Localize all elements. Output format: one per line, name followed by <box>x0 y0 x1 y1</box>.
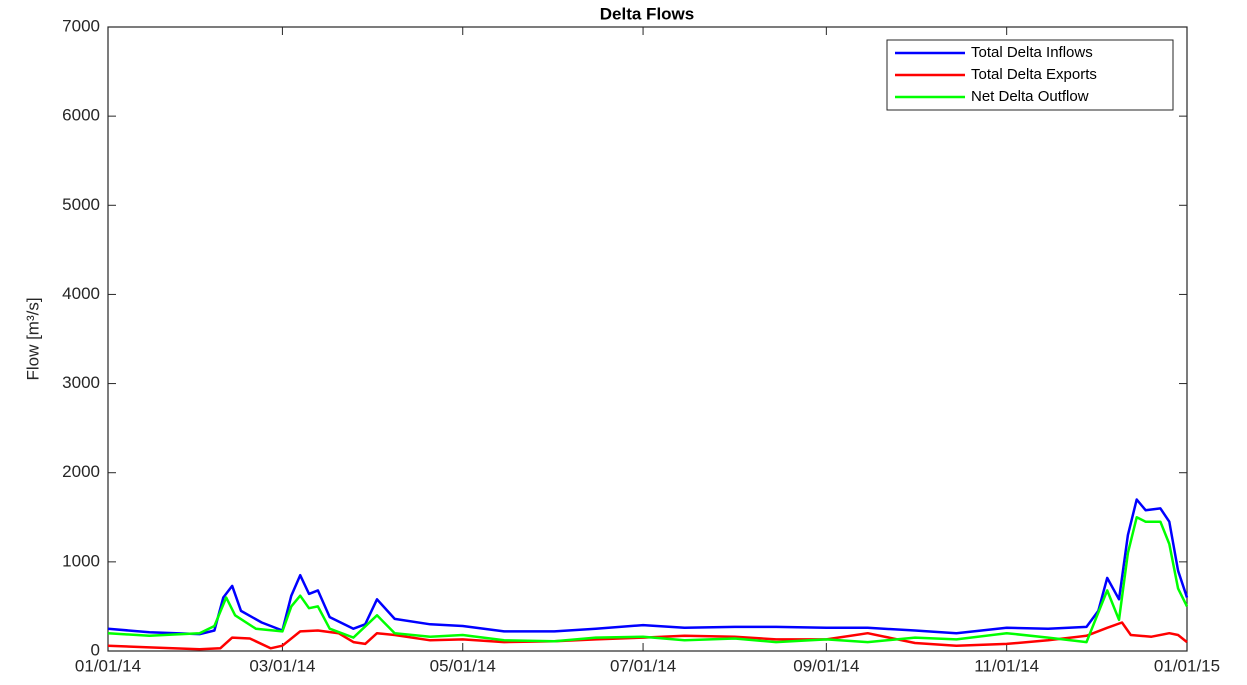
y-tick-label: 4000 <box>62 284 100 303</box>
series-line <box>107 516 1189 644</box>
y-tick-label: 1000 <box>62 551 100 570</box>
x-tick-label: 09/01/14 <box>793 656 859 675</box>
plot-frame <box>107 26 1188 652</box>
chart-title: Delta Flows <box>600 4 694 23</box>
x-tick-label: 11/01/14 <box>974 656 1039 675</box>
x-tick-label: 05/01/14 <box>430 656 496 675</box>
x-tick-label: 01/01/14 <box>75 656 141 675</box>
y-axis-label: Flow [m³/s] <box>23 297 42 380</box>
legend-label: Total Delta Inflows <box>971 44 1093 61</box>
legend-label: Net Delta Outflow <box>971 88 1089 105</box>
y-tick-label: 6000 <box>62 106 100 125</box>
y-tick-label: 0 <box>91 640 100 659</box>
legend-label: Total Delta Exports <box>971 66 1097 83</box>
x-tick-label: 03/01/14 <box>249 656 315 675</box>
y-tick-label: 2000 <box>62 462 100 481</box>
series-line <box>107 498 1189 636</box>
y-tick-label: 3000 <box>62 373 100 392</box>
x-tick-label: 01/01/15 <box>1154 656 1220 675</box>
x-tick-label: 07/01/14 <box>610 656 676 675</box>
y-tick-label: 7000 <box>62 16 100 35</box>
y-tick-label: 5000 <box>62 195 100 214</box>
